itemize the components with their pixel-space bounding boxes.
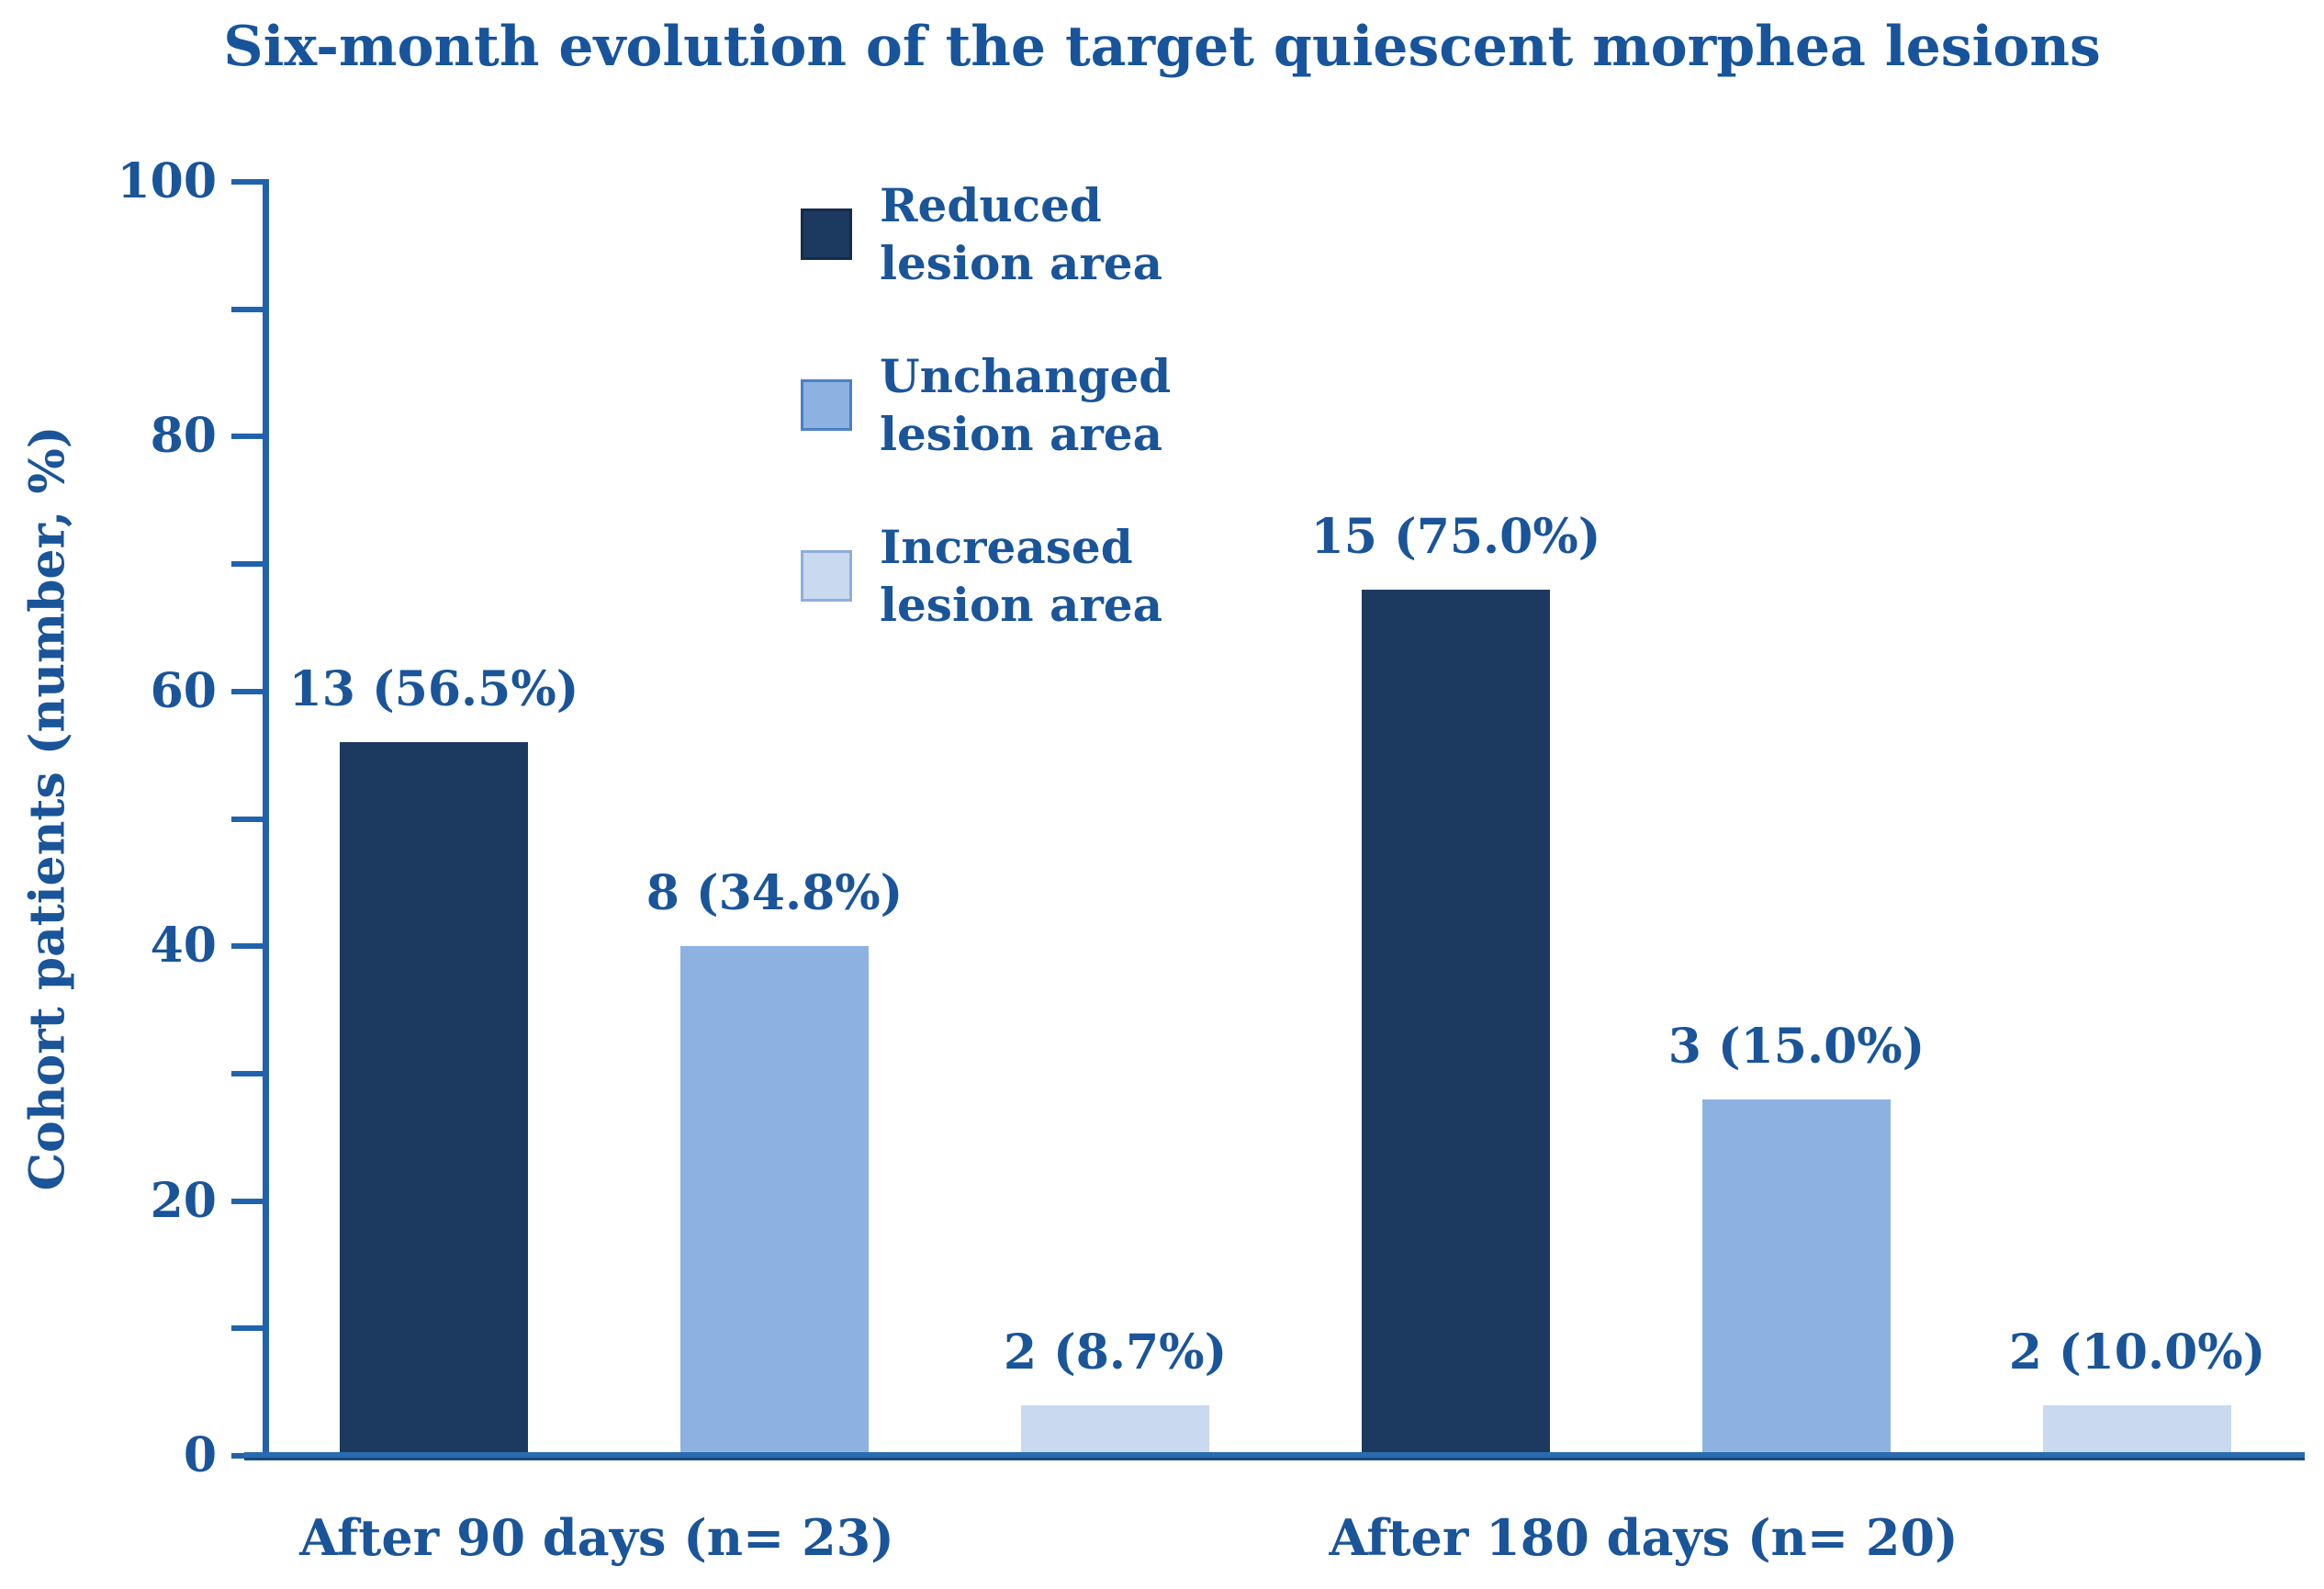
y-tick — [231, 1070, 263, 1076]
y-tick-label: 0 — [183, 1427, 217, 1483]
bar-value-label: 8 (34.8%) — [646, 865, 904, 922]
legend: Reduced lesion area Unchanged lesion area… — [801, 176, 1196, 634]
y-tick — [231, 688, 263, 694]
legend-item: Unchanged lesion area — [801, 347, 1196, 463]
bar-reduced-group2 — [1362, 589, 1550, 1456]
legend-swatch-reduced — [801, 208, 852, 260]
y-tick-label: 20 — [150, 1172, 217, 1229]
legend-swatch-increased — [801, 550, 852, 602]
x-axis-line — [244, 1452, 2305, 1460]
y-tick — [231, 943, 263, 950]
bar-increased-group1 — [1021, 1404, 1209, 1456]
bar-value-label: 2 (8.7%) — [1003, 1324, 1228, 1381]
y-tick — [231, 306, 263, 312]
legend-item: Reduced lesion area — [801, 176, 1196, 292]
bar-value-label: 13 (56.5%) — [288, 661, 579, 718]
bar-unchanged-group2 — [1702, 1099, 1891, 1456]
legend-item-label: Reduced lesion area — [880, 178, 1163, 290]
y-tick — [231, 1198, 263, 1204]
bar-value-label: 15 (75.0%) — [1310, 508, 1601, 565]
y-axis-line — [263, 179, 269, 1456]
bar-value-label: 3 (15.0%) — [1667, 1018, 1925, 1075]
y-tick-label: 80 — [150, 408, 217, 465]
y-tick — [231, 1325, 263, 1332]
y-tick-label: 40 — [150, 918, 217, 975]
bar-reduced-group1 — [340, 742, 528, 1456]
y-tick-label: 60 — [150, 662, 217, 719]
y-tick — [231, 434, 263, 440]
chart-title: Six-month evolution of the target quiesc… — [223, 15, 2101, 79]
bar-unchanged-group1 — [680, 946, 869, 1456]
legend-item-label: Unchanged lesion area — [880, 349, 1172, 461]
x-category-label: After 180 days (n= 20) — [1329, 1508, 1959, 1567]
bar-value-label: 2 (10.0%) — [2008, 1324, 2266, 1381]
legend-swatch-unchanged — [801, 379, 852, 431]
x-category-label: After 90 days (n= 23) — [299, 1508, 894, 1567]
legend-item-label: Increased lesion area — [880, 520, 1163, 632]
y-tick — [231, 179, 263, 185]
legend-item: Increased lesion area — [801, 518, 1196, 634]
y-axis-title: Cohort patients (number, %) — [19, 425, 76, 1191]
y-tick — [231, 816, 263, 822]
y-tick — [231, 561, 263, 568]
y-tick-label: 100 — [117, 153, 217, 209]
bar-increased-group2 — [2043, 1404, 2231, 1456]
